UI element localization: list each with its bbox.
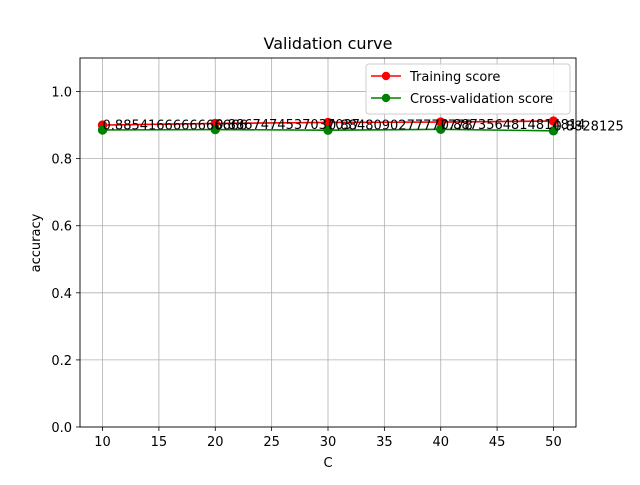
data-label: 0.8867474537037037 [215,118,360,133]
series-1-point [97,125,108,135]
legend-swatch-marker [381,71,391,81]
series-1-point [548,126,559,136]
y-tick-label: 0.8 [51,153,72,168]
x-tick-label: 20 [207,435,224,450]
data-label: 0.8848090277777778 [328,119,473,134]
series-1-point [210,124,220,135]
y-axis-label: accuracy [29,213,44,272]
y-tick-label: 0.4 [51,287,72,302]
legend-box [365,63,571,115]
series-1-point [436,124,446,135]
series-1-point [323,125,333,135]
x-tick-label: 50 [545,435,562,450]
x-tick-label: 45 [489,435,506,450]
series-0-point [548,116,559,126]
legend-label: Training score [409,70,500,85]
data-label: 0.8873564814814814 [441,118,586,133]
x-tick-label: 30 [320,435,337,450]
data-label: 0.8854166666666666 [103,118,248,133]
x-tick-label: 40 [432,435,449,450]
plot-area: 10 15 20 25 30 35 40 45 50 0.0 0.2 0.4 0.6 0.8 1.0 0.88… [51,57,624,450]
legend-label: Cross-validation score [410,92,553,107]
legend-swatch-marker [381,93,391,103]
chart-title: Validation curve [264,34,393,53]
axes-frame [79,57,577,428]
x-tick-label: 15 [151,435,168,450]
y-tick-label: 0.0 [51,421,72,436]
data-label: 0.8828125 [553,119,623,134]
x-tick-label: 25 [263,435,280,450]
x-axis-label: C [323,456,332,471]
y-tick-label: 0.2 [51,354,72,369]
y-tick-label: 1.0 [51,86,72,101]
y-tick-label: 0.6 [51,220,72,235]
x-tick-label: 35 [376,435,393,450]
x-tick-label: 10 [94,435,111,450]
